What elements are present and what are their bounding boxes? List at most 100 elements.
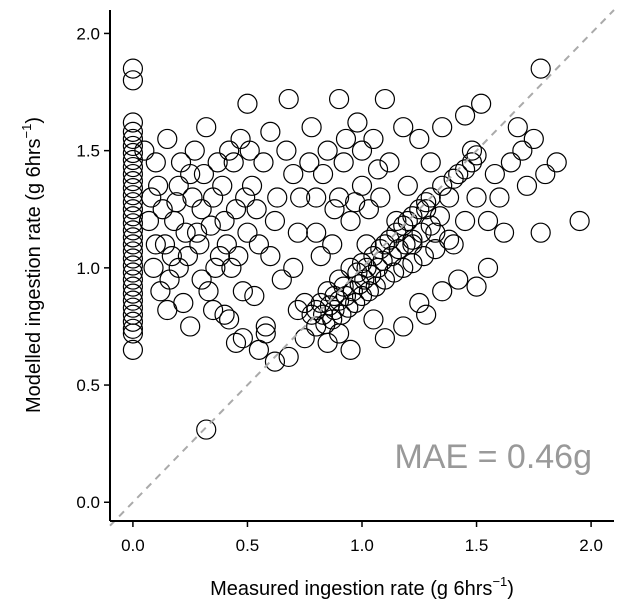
data-point (122, 199, 144, 220)
data-point (276, 140, 297, 161)
data-point (500, 152, 522, 173)
data-point (361, 264, 382, 285)
data-point (328, 88, 350, 110)
data-point (381, 246, 402, 267)
data-point (393, 117, 414, 138)
data-point (374, 328, 396, 349)
data-point (294, 328, 315, 349)
data-point (122, 339, 144, 360)
data-point (546, 152, 567, 173)
data-point (200, 215, 221, 236)
data-point (237, 93, 258, 114)
data-point (416, 192, 437, 213)
data-point (454, 105, 476, 126)
data-point (306, 187, 327, 208)
mae-annotation: MAE = 0.46g (394, 438, 592, 476)
data-point (356, 234, 377, 255)
data-point (122, 58, 144, 79)
data-point (157, 128, 178, 150)
data-point (432, 175, 453, 196)
data-point (267, 187, 288, 208)
data-point (241, 175, 263, 196)
data-point (477, 257, 499, 278)
data-point (209, 246, 231, 267)
data-point (225, 332, 247, 353)
data-point (223, 152, 244, 173)
data-point (290, 187, 311, 208)
data-point (386, 210, 407, 232)
data-point (443, 234, 464, 255)
data-point (388, 238, 409, 260)
data-point (122, 283, 144, 304)
data-point (287, 299, 308, 321)
data-point (347, 262, 368, 283)
data-point (122, 220, 144, 241)
y-tick-label: 1.5 (76, 142, 100, 161)
data-point (122, 311, 144, 332)
data-point (413, 246, 434, 267)
data-point (246, 199, 267, 220)
x-axis-title-sup: −1 (492, 574, 507, 589)
data-point (182, 187, 203, 208)
data-point (315, 314, 336, 335)
data-point (409, 199, 430, 220)
data-point (122, 276, 144, 297)
data-point (166, 192, 187, 213)
data-point (432, 281, 453, 302)
data-point (148, 175, 169, 196)
data-point (219, 140, 240, 161)
data-point (232, 328, 253, 349)
data-point (338, 297, 359, 318)
data-point (193, 163, 215, 185)
data-point (255, 323, 276, 344)
data-point (191, 269, 212, 290)
data-point (466, 145, 487, 166)
data-point (205, 257, 226, 278)
data-point (351, 285, 373, 307)
data-point (354, 269, 375, 290)
data-point (317, 140, 338, 161)
data-point (425, 222, 446, 243)
data-point (134, 140, 155, 161)
data-point (170, 152, 192, 173)
data-point (340, 257, 361, 278)
data-point (443, 168, 464, 189)
data-point (122, 290, 144, 311)
data-point (122, 171, 144, 192)
data-point (168, 257, 189, 278)
data-point (214, 304, 235, 325)
data-point (306, 222, 327, 243)
data-point (395, 234, 416, 255)
data-point (416, 199, 437, 220)
data-points (122, 58, 590, 440)
y-tick-label: 0.5 (76, 376, 100, 395)
data-point (186, 222, 208, 243)
data-point (333, 152, 354, 173)
data-point (141, 187, 162, 208)
data-point (358, 199, 379, 220)
data-point (312, 163, 334, 185)
data-point (248, 234, 270, 255)
x-axis-title-close: ) (507, 578, 514, 600)
data-point (340, 210, 361, 232)
data-point (530, 58, 551, 79)
data-point (448, 269, 469, 290)
data-point (363, 309, 384, 330)
y-tick-label: 0.0 (76, 493, 100, 512)
data-point (420, 187, 441, 208)
data-point (493, 222, 515, 243)
data-point (429, 206, 450, 227)
data-point (340, 339, 361, 360)
data-point (122, 163, 144, 185)
data-point (328, 323, 350, 344)
data-point (333, 276, 354, 297)
data-point (260, 121, 281, 142)
data-point (477, 210, 499, 232)
data-point (466, 276, 487, 297)
data-point (523, 128, 544, 150)
x-tick-label: 2.0 (579, 536, 603, 555)
data-point (225, 199, 247, 220)
data-point (448, 163, 469, 185)
data-point (393, 316, 414, 337)
data-point (122, 318, 144, 339)
